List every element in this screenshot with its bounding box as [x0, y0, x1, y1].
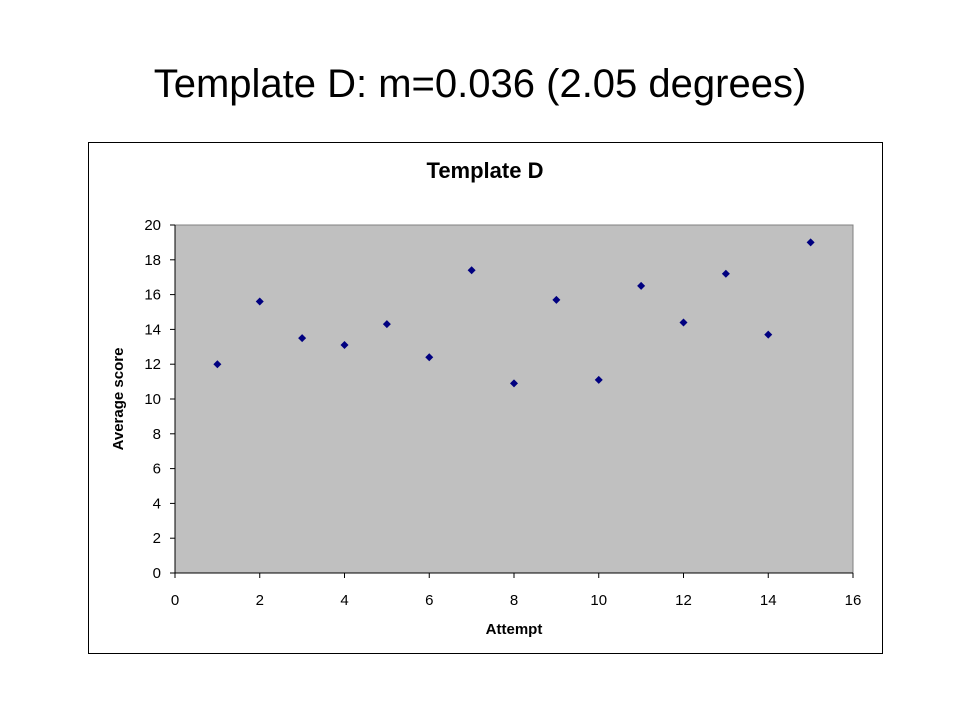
x-tick-label: 8 [510, 592, 518, 609]
y-tick-label: 4 [153, 495, 161, 512]
y-tick-label: 6 [153, 461, 161, 478]
y-tick-label: 18 [144, 252, 161, 269]
y-tick-label: 12 [144, 356, 161, 373]
x-tick-label: 12 [675, 592, 692, 609]
x-tick-label: 16 [845, 592, 862, 609]
data-point [467, 266, 476, 275]
x-tick-label: 10 [590, 592, 607, 609]
x-tick-label: 14 [760, 592, 777, 609]
data-point [594, 375, 603, 384]
data-point [679, 318, 688, 327]
data-point [255, 297, 264, 306]
data-point [510, 379, 518, 388]
y-tick-label: 2 [153, 530, 161, 547]
data-point [721, 269, 730, 278]
slide-title: Template D: m=0.036 (2.05 degrees) [153, 62, 807, 106]
data-point [340, 341, 349, 350]
data-point [298, 334, 307, 343]
data-point [764, 330, 773, 339]
x-tick-label: 4 [340, 592, 348, 609]
y-axis-label: Average score [110, 348, 127, 451]
y-tick-label: 10 [144, 391, 161, 408]
y-tick-label: 16 [144, 287, 161, 304]
chart-title: Template D [427, 158, 544, 183]
y-tick-label: 20 [144, 217, 161, 234]
data-point [425, 353, 434, 362]
y-tick-label: 8 [153, 426, 161, 443]
data-point [806, 238, 815, 247]
y-tick-label: 14 [144, 321, 161, 338]
data-point [382, 320, 391, 329]
x-tick-label: 0 [171, 592, 179, 609]
plot-area [174, 224, 854, 574]
x-tick-label: 6 [425, 592, 433, 609]
x-tick-label: 2 [256, 592, 264, 609]
data-point [637, 281, 646, 290]
data-point [552, 295, 561, 304]
data-points [213, 238, 815, 388]
data-point [213, 360, 222, 369]
x-axis-label: Attempt [486, 621, 543, 638]
axes: 0 2 4 6 8 10 12 14 16 18 20 0 2 4 6 8 10 12 14 16 [144, 217, 861, 609]
y-tick-label: 0 [153, 565, 161, 582]
